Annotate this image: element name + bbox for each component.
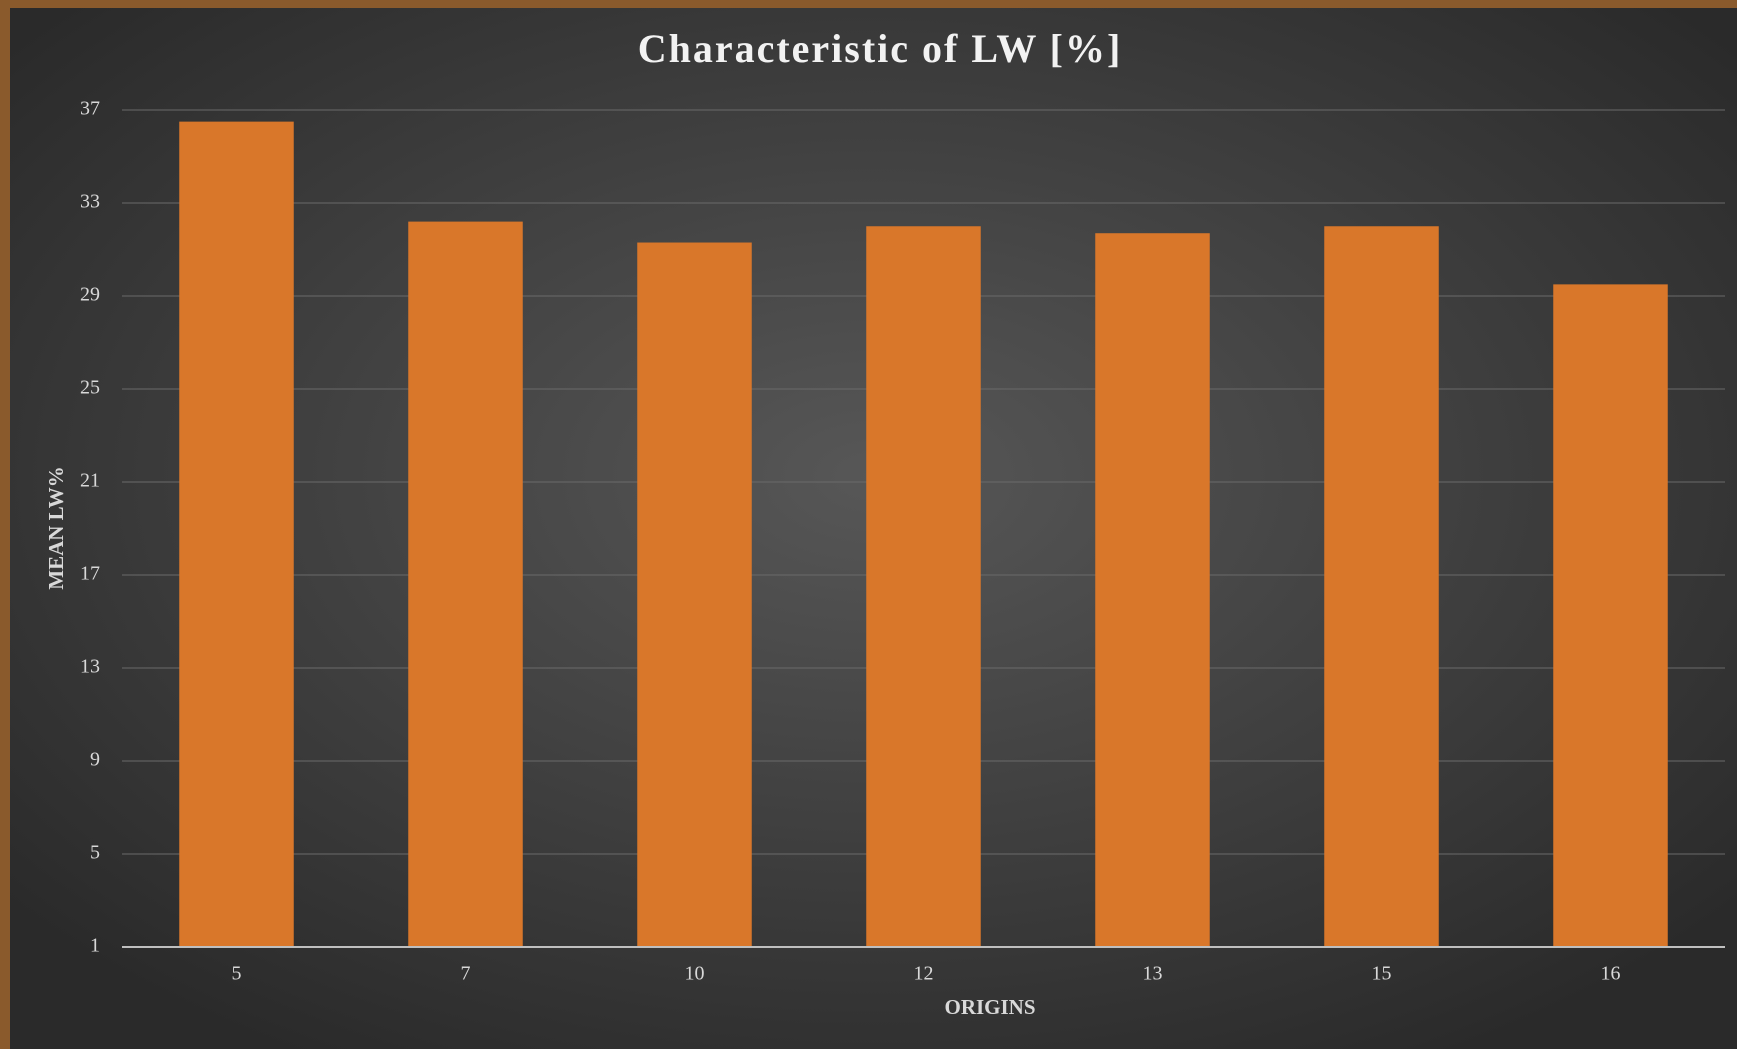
bar [1095, 233, 1210, 948]
bar [637, 242, 752, 947]
x-tick-label: 7 [461, 963, 471, 985]
x-tick-label: 12 [914, 963, 934, 985]
y-axis-title: MEAN LW% [44, 466, 68, 590]
bar [408, 221, 523, 948]
y-tick-label: 29 [80, 284, 100, 306]
y-tick-label: 13 [80, 656, 100, 678]
bar [1553, 284, 1668, 947]
y-tick-label: 9 [90, 749, 100, 771]
x-axis-title: ORIGINS [944, 995, 1035, 1019]
y-tick-label: 25 [80, 377, 100, 399]
y-tick-label: 17 [80, 563, 100, 585]
y-tick-label: 5 [90, 842, 100, 864]
x-tick-label: 10 [685, 963, 705, 985]
bar [1324, 226, 1439, 947]
chart-title: Characteristic of LW [%] [638, 26, 1123, 71]
y-tick-label: 37 [80, 98, 100, 120]
x-tick-label: 15 [1372, 963, 1392, 985]
bar [866, 226, 981, 947]
y-tick-label: 33 [80, 191, 100, 213]
x-tick-label: 16 [1601, 963, 1621, 985]
x-tick-label: 5 [232, 963, 242, 985]
y-tick-label: 21 [80, 470, 100, 492]
y-tick-label: 1 [90, 935, 100, 957]
x-tick-label: 13 [1143, 963, 1163, 985]
bar [179, 121, 294, 947]
